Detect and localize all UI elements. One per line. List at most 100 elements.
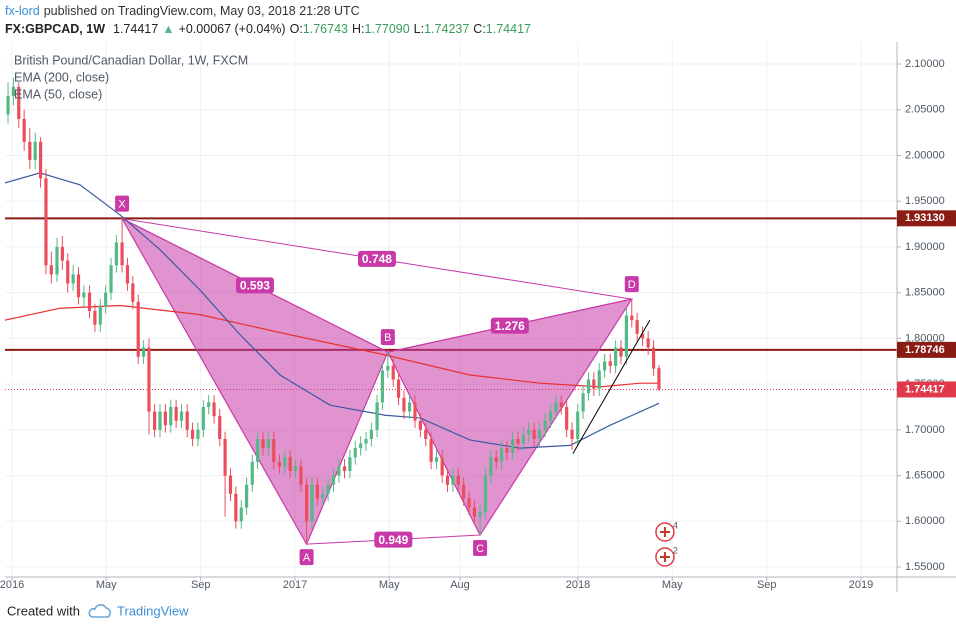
candle-body xyxy=(543,420,547,430)
candle-body xyxy=(396,379,401,398)
candle-body xyxy=(125,265,130,284)
ema-line xyxy=(5,172,660,449)
candle-body xyxy=(76,274,81,298)
candle-body xyxy=(369,429,374,439)
candle-body xyxy=(386,365,390,371)
candle-body xyxy=(445,475,450,485)
candle-body xyxy=(174,406,178,421)
candle-body xyxy=(418,420,422,430)
candle-body xyxy=(554,402,558,412)
y-tick-label: 1.90000 xyxy=(905,241,945,253)
candle-body xyxy=(456,475,460,485)
candle-body xyxy=(250,461,254,485)
candle-body xyxy=(66,260,70,284)
candle-body xyxy=(651,347,656,369)
change: +0.00067 (+0.04%) xyxy=(179,22,286,36)
open-label: O: xyxy=(290,22,303,36)
footer-brand[interactable]: TradingView xyxy=(117,603,189,618)
candle-body xyxy=(261,438,265,449)
candle-body xyxy=(624,315,628,357)
level-label: 1.93130 xyxy=(905,212,945,224)
candle-body xyxy=(153,411,157,430)
candle-body xyxy=(87,292,92,311)
candle-body xyxy=(472,507,477,517)
candle-body xyxy=(98,306,102,325)
candle-body xyxy=(201,406,205,430)
candle-body xyxy=(104,292,108,307)
candle-body xyxy=(359,443,363,449)
candle-body xyxy=(434,457,439,462)
candle-body xyxy=(55,246,59,275)
point-badge xyxy=(473,540,488,557)
x-tick-label: Sep xyxy=(757,579,777,591)
candle-body xyxy=(353,448,357,458)
point-label: B xyxy=(384,332,391,344)
candle-body xyxy=(207,402,211,407)
candle-body xyxy=(348,457,352,472)
candle-body xyxy=(266,438,270,449)
x-tick-label: May xyxy=(662,579,683,591)
trend-line xyxy=(572,319,651,454)
point-badge xyxy=(380,329,395,346)
candle-body xyxy=(581,393,585,412)
candle-body xyxy=(511,438,515,453)
candle-body xyxy=(532,429,536,439)
candle-body xyxy=(272,438,276,462)
candle-body xyxy=(293,466,298,472)
point-badge xyxy=(624,276,639,293)
low-value: 1.74237 xyxy=(424,22,469,36)
candle-body xyxy=(44,178,48,266)
y-tick-label: 1.65000 xyxy=(905,469,945,481)
candle-body xyxy=(33,141,37,161)
candle-body xyxy=(646,338,650,348)
point-label: D xyxy=(628,279,636,291)
candle-body xyxy=(451,475,455,485)
level-label: 1.78746 xyxy=(905,344,945,356)
candle-body xyxy=(114,242,119,266)
x-tick-label: 2019 xyxy=(849,579,873,591)
point-label: X xyxy=(118,199,126,211)
candle-body xyxy=(559,402,563,407)
candle-body xyxy=(478,512,482,517)
author[interactable]: fx-lord xyxy=(5,4,40,18)
pattern-triangle xyxy=(386,298,634,537)
candle-body xyxy=(234,493,238,522)
footer-created: Created with xyxy=(7,603,80,618)
candle-body xyxy=(288,457,292,472)
candle-body xyxy=(608,361,612,366)
logo xyxy=(88,604,111,618)
x-tick-label: 2016 xyxy=(0,579,24,591)
ratio-label: 1.276 xyxy=(495,319,525,333)
ratio-label: 0.593 xyxy=(240,279,270,293)
ratio-label: 0.949 xyxy=(378,533,408,547)
candle-body xyxy=(28,141,32,161)
candle-body xyxy=(597,370,601,389)
candle-body xyxy=(331,475,336,485)
ratio-box xyxy=(490,317,529,334)
candle-body xyxy=(190,429,195,439)
event-flag xyxy=(659,552,670,562)
candle-body xyxy=(467,498,471,508)
ratio-box xyxy=(235,277,274,294)
y-tick-label: 2.10000 xyxy=(905,58,945,70)
candle-body xyxy=(603,361,607,371)
point-badge xyxy=(115,195,130,212)
y-tick-label: 1.95000 xyxy=(905,195,945,207)
y-tick-label: 1.80000 xyxy=(905,332,945,344)
candle-body xyxy=(408,402,412,412)
candle-body xyxy=(657,368,661,390)
legend-entry: EMA (200, close) xyxy=(14,70,109,84)
candle-body xyxy=(494,457,498,462)
candle-body xyxy=(630,315,634,321)
candle-body xyxy=(315,484,319,499)
candle-body xyxy=(462,484,466,499)
x-tick-label: May xyxy=(379,579,400,591)
candle-body xyxy=(364,438,368,444)
candle-body xyxy=(82,292,86,298)
high-label: H: xyxy=(352,22,365,36)
candle-body xyxy=(49,265,53,275)
y-tick-label: 1.55000 xyxy=(905,561,945,573)
candle-body xyxy=(429,438,433,462)
